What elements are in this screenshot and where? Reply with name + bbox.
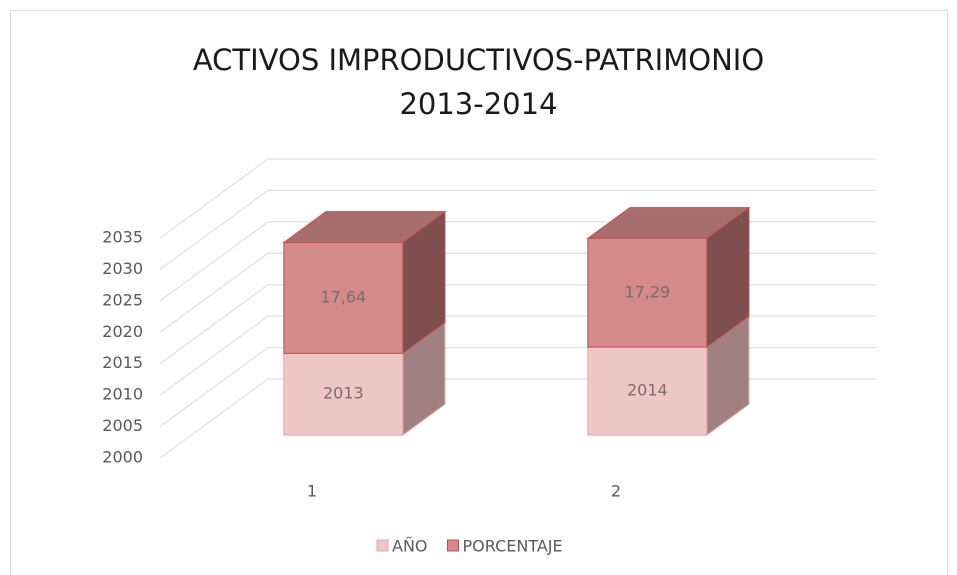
y-tick-label: 2025 [102,290,143,309]
data-label: 17,64 [320,287,366,306]
y-tick-label: 2015 [102,353,143,372]
grid-line [159,190,269,270]
legend-label: AÑO [392,537,428,556]
grid-line [159,347,269,427]
grid-line [159,284,269,365]
legend-swatch [376,539,389,552]
y-tick-label: 2030 [102,259,143,278]
x-tick-label: 2 [611,482,621,501]
data-label: 2013 [323,384,364,403]
y-tick-label: 2005 [102,416,143,435]
grid-line [159,221,269,302]
y-tick-label: 2000 [102,448,143,467]
grid-line [159,158,269,239]
grid-line [159,378,269,459]
y-tick-label: 2020 [102,322,143,341]
grid-line [159,252,269,333]
legend-swatch [447,539,460,552]
data-label: 17,29 [624,282,670,301]
legend-label: PORCENTAJE [463,537,563,556]
bar [587,237,708,348]
y-tick-label: 2035 [102,228,143,247]
grid-line [159,315,269,396]
chart-title: ACTIVOS IMPRODUCTIVOS-PATRIMONIO 2013-20… [192,43,765,121]
bar [283,241,404,354]
y-tick-label: 2010 [102,385,143,404]
x-tick-label: 1 [307,482,317,501]
chart-frame [10,10,948,575]
data-label: 2014 [627,381,668,400]
